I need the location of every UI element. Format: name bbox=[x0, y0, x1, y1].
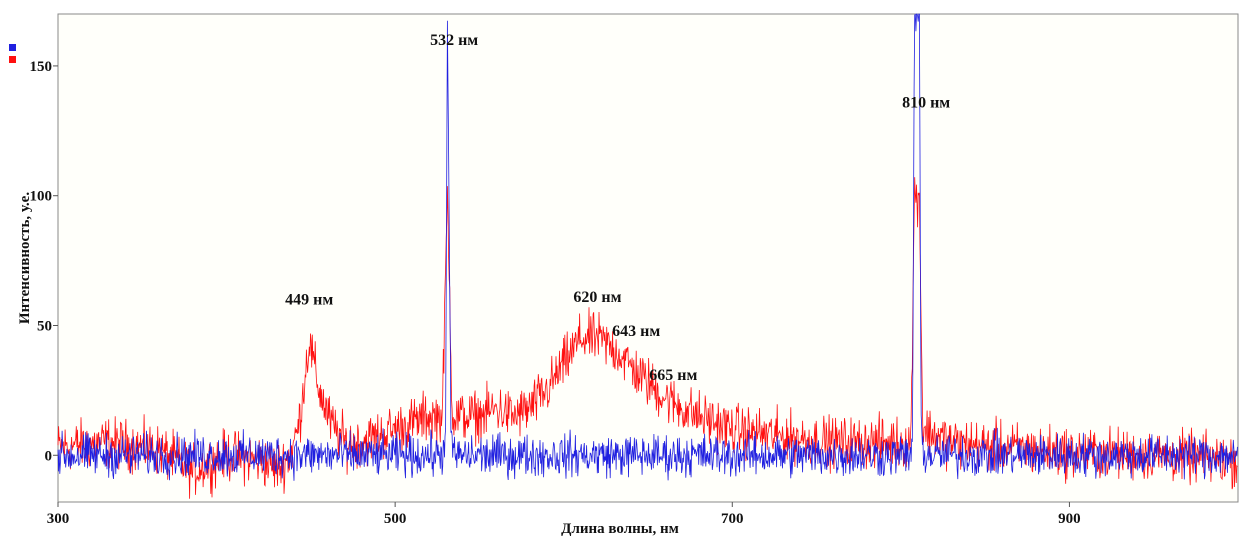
series-line-0 bbox=[57, 13, 1238, 481]
legend-swatch-0 bbox=[9, 44, 16, 51]
legend-swatch-1 bbox=[9, 56, 16, 63]
axis-layer: 0 50 100 150 300 500 700 900 bbox=[30, 59, 1081, 527]
y-tick-label: 0 bbox=[45, 448, 53, 464]
x-axis-label: Длина волны, нм bbox=[561, 521, 679, 537]
plot-area bbox=[57, 13, 1239, 503]
series-layer bbox=[57, 13, 1238, 499]
y-axis-label: Интенсивность, у.е. bbox=[17, 192, 33, 324]
peak-label-5: 810 нм bbox=[902, 94, 950, 111]
x-tick-label: 500 bbox=[384, 511, 407, 527]
peak-label-1: 532 нм bbox=[430, 32, 478, 49]
x-tick-label: 300 bbox=[47, 511, 70, 527]
x-tick-label: 900 bbox=[1058, 511, 1081, 527]
peak-label-4: 665 нм bbox=[649, 367, 697, 384]
y-tick-label: 100 bbox=[30, 189, 53, 205]
peak-label-2: 620 нм bbox=[573, 289, 621, 306]
annotation-layer: 449 нм 532 нм 620 нм 643 нм 665 нм 810 нм bbox=[285, 32, 950, 384]
x-tick-label: 700 bbox=[721, 511, 744, 527]
peak-label-0: 449 нм bbox=[285, 292, 333, 309]
y-tick-label: 150 bbox=[30, 59, 53, 75]
y-tick-label: 50 bbox=[37, 318, 52, 334]
peak-label-3: 643 нм bbox=[612, 323, 660, 340]
legend bbox=[9, 44, 16, 63]
